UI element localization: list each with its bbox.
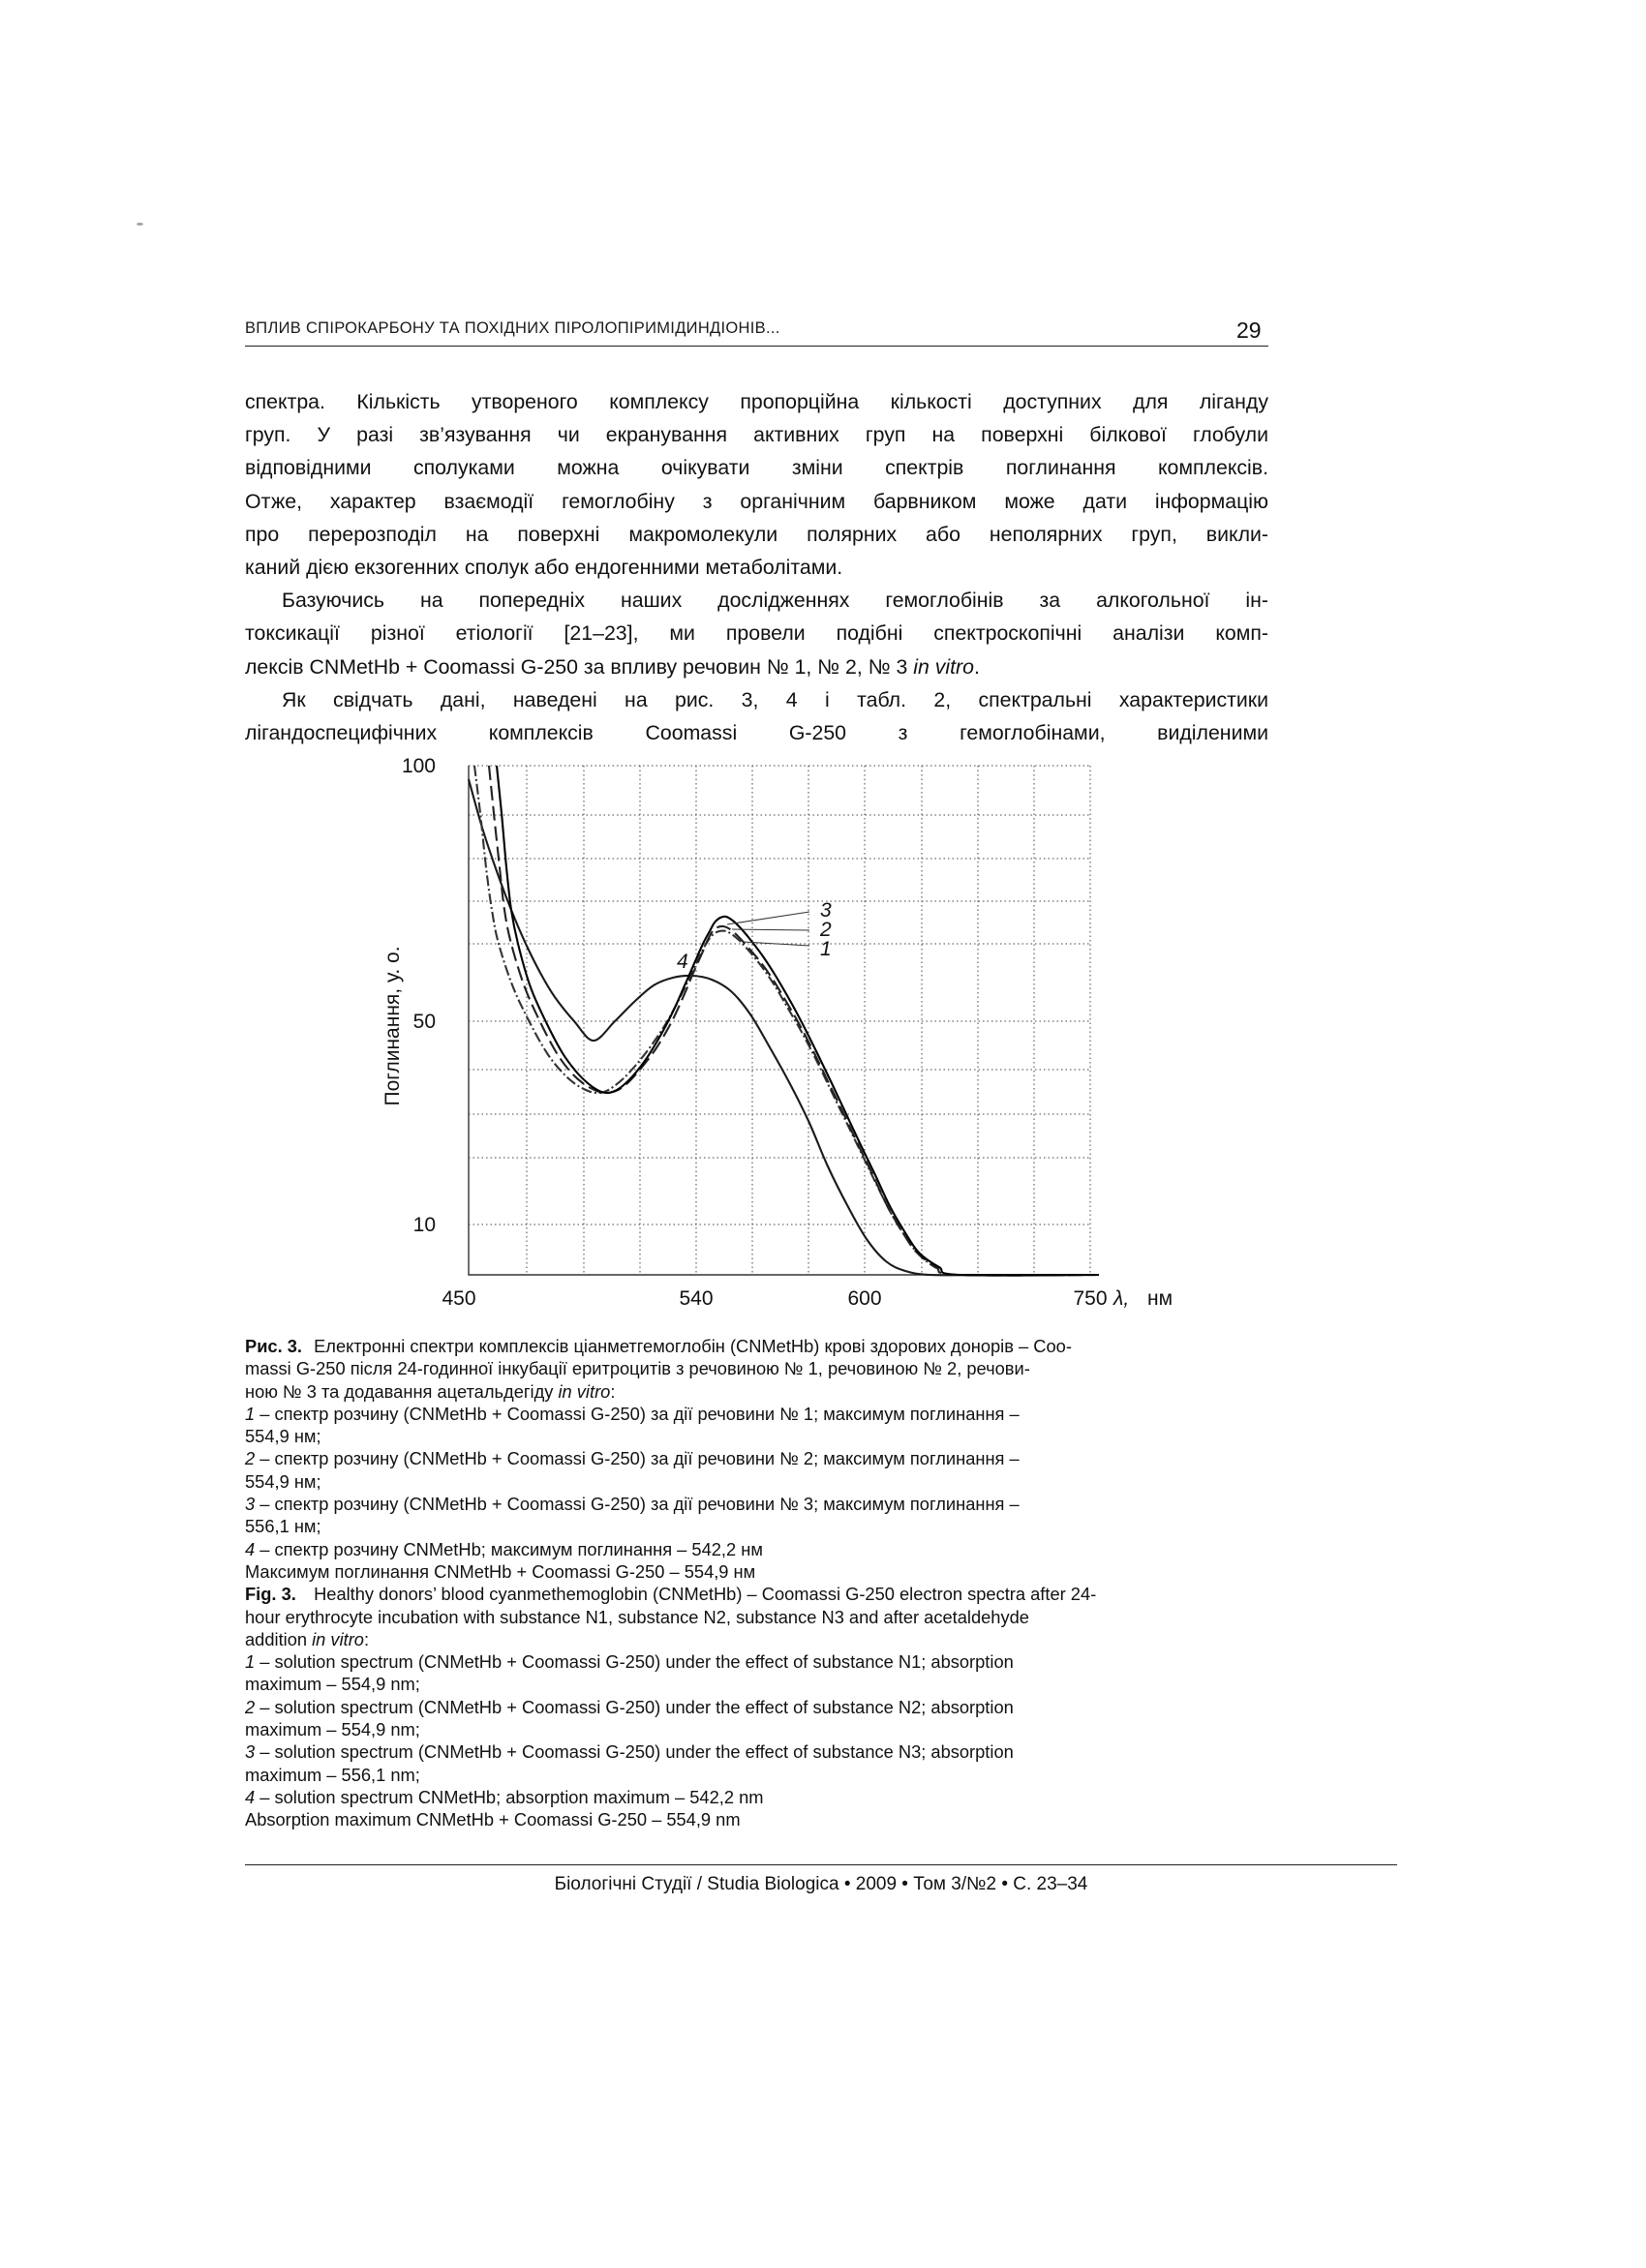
svg-text:Поглинання, у. о.: Поглинання, у. о. (381, 946, 404, 1105)
svg-text:λ,: λ, (1113, 1287, 1129, 1310)
svg-text:750: 750 (1073, 1287, 1107, 1310)
svg-text:4: 4 (677, 951, 688, 973)
svg-text:нм: нм (1147, 1287, 1173, 1310)
svg-text:10: 10 (413, 1214, 436, 1236)
svg-text:540: 540 (679, 1287, 713, 1310)
svg-text:100: 100 (402, 755, 436, 777)
svg-text:600: 600 (847, 1287, 881, 1310)
svg-text:450: 450 (442, 1287, 475, 1310)
svg-text:50: 50 (413, 1011, 436, 1033)
svg-text:1: 1 (820, 938, 832, 960)
